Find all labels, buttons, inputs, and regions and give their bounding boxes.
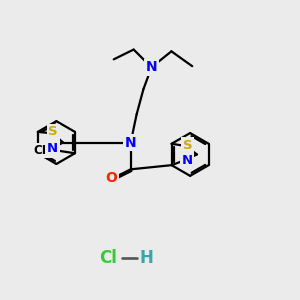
Text: N: N xyxy=(146,60,157,74)
Text: O: O xyxy=(105,171,117,185)
Text: N: N xyxy=(125,136,136,150)
Text: Cl: Cl xyxy=(100,250,117,268)
Text: H: H xyxy=(140,250,153,268)
Text: CH₃: CH₃ xyxy=(33,144,57,157)
Text: N: N xyxy=(182,154,193,167)
Text: S: S xyxy=(182,139,192,152)
Text: N: N xyxy=(47,142,58,155)
Text: S: S xyxy=(49,125,58,138)
